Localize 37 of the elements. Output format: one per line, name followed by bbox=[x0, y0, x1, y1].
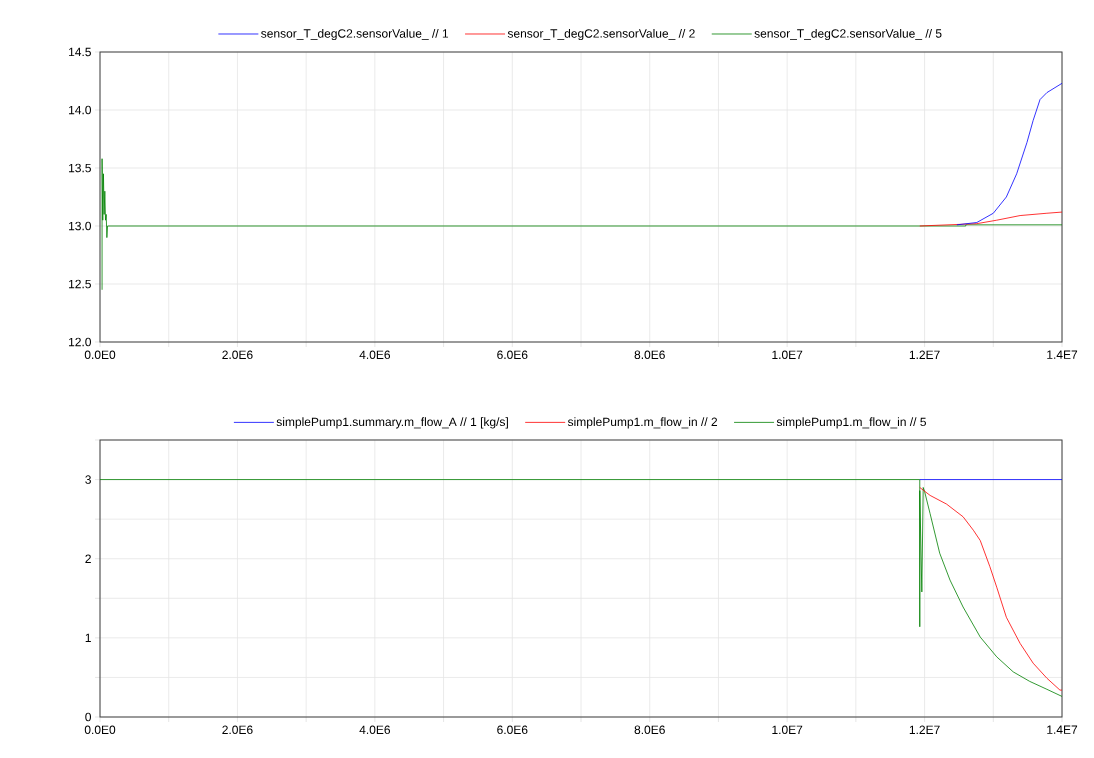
y-tick-label: 12.5 bbox=[69, 279, 91, 289]
x-tick-label: 1.4E7 bbox=[1047, 725, 1078, 734]
y-tick-label: 2 bbox=[85, 554, 91, 563]
y-tick-label: 3 bbox=[85, 475, 91, 484]
legend-label: sensor_T_degC2.sensorValue_ // 1 bbox=[261, 28, 449, 41]
y-tick-label: 13.0 bbox=[69, 221, 92, 231]
x-tick-label: 8.0E6 bbox=[634, 350, 665, 360]
line-series bbox=[101, 158, 1063, 291]
line-series bbox=[919, 487, 1063, 691]
y-tick-label: 14.0 bbox=[69, 105, 92, 115]
x-tick-label: 4.0E6 bbox=[359, 350, 391, 360]
x-tick-label: 0.0E0 bbox=[84, 350, 116, 360]
x-tick-label: 1.0E7 bbox=[772, 725, 803, 735]
x-tick-label: 1.2E7 bbox=[909, 350, 940, 359]
legend-label: simplePump1.m_flow_in // 2 bbox=[567, 417, 718, 429]
legend-label: sensor_T_degC2.sensorValue_ // 5 bbox=[754, 28, 942, 41]
x-tick-label: 2.0E6 bbox=[222, 350, 253, 360]
x-tick-label: 6.0E6 bbox=[497, 350, 528, 360]
x-tick-label: 2.0E6 bbox=[222, 725, 253, 735]
legend-label: sensor_T_degC2.sensorValue_ // 2 bbox=[507, 28, 695, 41]
y-tick-label: 12.0 bbox=[69, 337, 92, 347]
x-tick-label: 4.0E6 bbox=[359, 725, 391, 735]
legend-label: simplePump1.m_flow_in // 5 bbox=[776, 417, 926, 429]
y-tick-label: 1 bbox=[85, 633, 91, 642]
y-tick-label: 14.5 bbox=[69, 47, 91, 57]
line-series bbox=[919, 211, 1063, 227]
x-tick-label: 1.0E7 bbox=[772, 350, 803, 360]
x-tick-label: 0.0E0 bbox=[84, 725, 116, 735]
x-tick-label: 1.2E7 bbox=[909, 725, 940, 734]
x-tick-label: 8.0E6 bbox=[634, 725, 665, 735]
line-series bbox=[956, 82, 1063, 226]
legend-label: simplePump1.summary.m_flow_A // 1 [kg/s] bbox=[276, 417, 508, 429]
y-tick-label: 13.5 bbox=[69, 163, 91, 173]
x-tick-label: 1.4E7 bbox=[1047, 350, 1078, 359]
x-tick-label: 6.0E6 bbox=[497, 725, 528, 735]
line-series bbox=[99, 479, 1063, 697]
y-tick-label: 0 bbox=[85, 712, 92, 722]
